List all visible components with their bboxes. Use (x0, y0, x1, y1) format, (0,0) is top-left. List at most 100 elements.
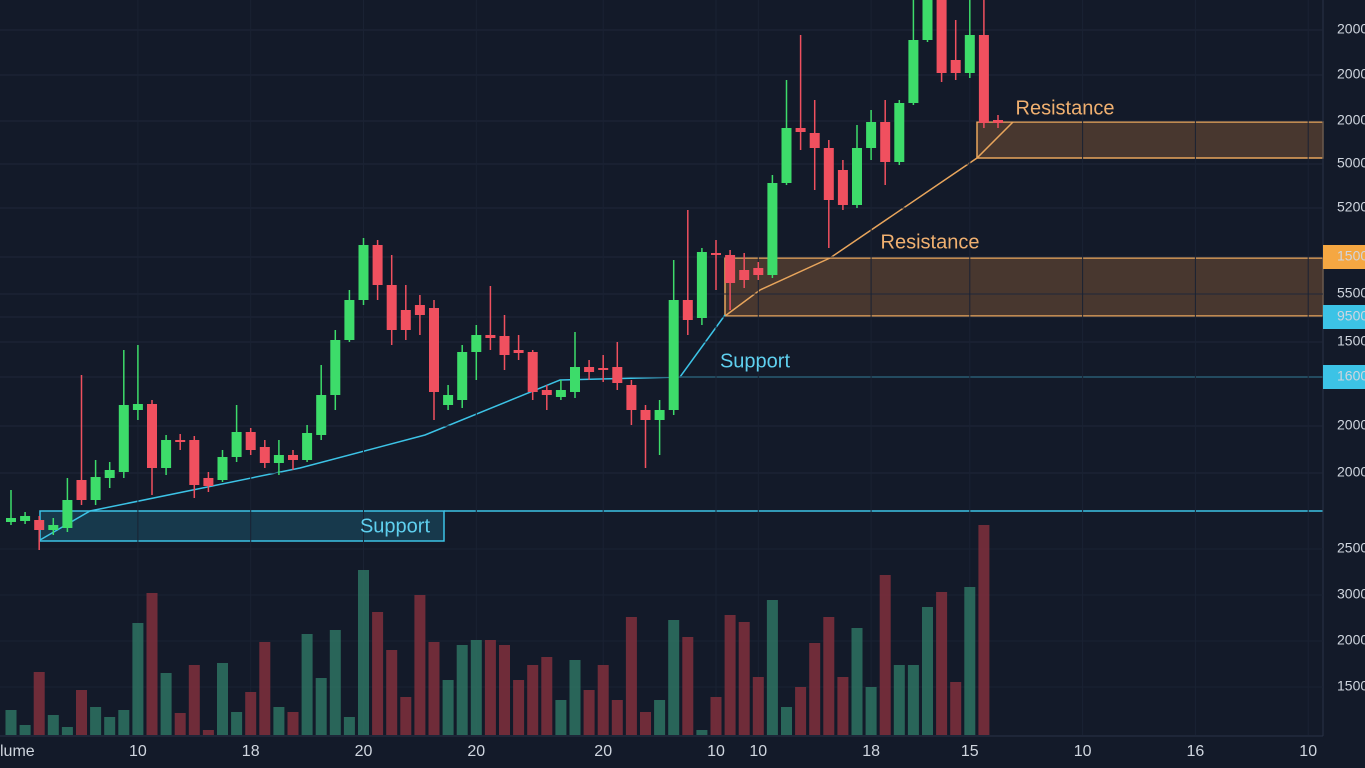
x-tick-label: 10 (707, 743, 725, 760)
candle-body (414, 305, 425, 315)
y-tick-label: 2000 (1337, 66, 1365, 82)
volume-bar (217, 663, 228, 735)
candle-body (767, 183, 778, 275)
candle-body (429, 308, 439, 392)
volume-bar (273, 707, 285, 735)
candle-body (20, 516, 31, 521)
volume-bar (47, 715, 59, 735)
candle-body (302, 433, 313, 460)
candle-body (189, 440, 200, 485)
volume-bar (766, 600, 778, 735)
x-tick-label: 20 (467, 743, 485, 760)
candle-body (950, 60, 961, 73)
x-tick-label: 18 (242, 743, 260, 760)
candle-body (273, 455, 284, 463)
volume-bar (837, 677, 849, 735)
volume-bar (287, 712, 299, 735)
volume-bar (442, 680, 454, 735)
candle-body (668, 300, 679, 410)
volume-bar (583, 690, 595, 735)
candle-body (781, 128, 792, 183)
candle-body (48, 525, 59, 530)
candle-body (725, 255, 736, 283)
volume-bar (202, 730, 214, 735)
annotation: Support (360, 515, 430, 537)
volume-tick-label: 2500 (1337, 540, 1365, 556)
volume-bar (922, 607, 933, 735)
x-tick-label: 10 (749, 743, 767, 760)
candle-body (696, 252, 707, 318)
x-tick-label: 18 (862, 743, 880, 760)
volume-bar (174, 713, 186, 735)
volume-bar (259, 642, 271, 735)
candle-body (978, 35, 989, 123)
volume-bar (597, 665, 609, 735)
candle-body (443, 395, 454, 405)
y-tick-label: 2000 (1337, 464, 1365, 480)
volume-bar (484, 640, 496, 735)
y-tick-label: 2000 (1337, 417, 1365, 433)
candle-body (358, 245, 369, 300)
volume-bar (795, 687, 807, 735)
candle-body (147, 404, 157, 468)
candle-body (217, 457, 228, 480)
candle-body (555, 390, 566, 397)
candle-body (203, 478, 214, 486)
x-tick-label: 10 (129, 743, 147, 760)
volume-bar (470, 640, 482, 735)
candle-body (541, 390, 552, 395)
volume-bar (513, 680, 525, 735)
y-tick-label: 1500 (1337, 333, 1365, 349)
candle-body (936, 0, 947, 73)
x-tick-label: 20 (594, 743, 612, 760)
candle-body (640, 410, 651, 420)
candle-body (823, 148, 834, 200)
volume-bar (132, 623, 144, 735)
candle-body (372, 245, 383, 285)
volume-bar (301, 634, 313, 735)
tick-highlight (1323, 305, 1365, 329)
y-tick-label: 5500 (1337, 285, 1365, 301)
tick-highlight (1323, 365, 1365, 389)
volume-bar (19, 725, 31, 735)
candle-body (513, 350, 524, 353)
volume-bar (781, 707, 792, 735)
candle-body (76, 480, 87, 500)
volume-bar (315, 678, 327, 735)
y-tick-label: 1500 (1337, 248, 1365, 264)
candle-body (880, 122, 891, 162)
volume-bar (809, 643, 821, 735)
volume-bar (414, 595, 426, 735)
candle-body (118, 405, 129, 472)
candle-body (753, 268, 764, 275)
annotation: Support (720, 350, 790, 372)
volume-bar (710, 697, 722, 735)
candle-body (922, 0, 933, 40)
volume-bar (964, 587, 976, 735)
volume-bar (907, 665, 919, 735)
overlays (0, 0, 1324, 737)
volume-bar (245, 692, 257, 735)
volume-bar (654, 700, 666, 735)
candle-body (499, 336, 510, 355)
volume-bar (499, 645, 510, 735)
candle-body (866, 122, 877, 148)
volume-bar (104, 717, 116, 735)
volume-bar (231, 712, 243, 735)
candle-body (894, 103, 905, 162)
volume-bar (76, 690, 87, 735)
volume-bar (569, 660, 581, 735)
volume-bar (696, 730, 708, 735)
candle-body (584, 367, 595, 372)
y-tick-label: 5000 (1337, 155, 1365, 171)
volume-bar (555, 700, 567, 735)
volume-bar (372, 612, 384, 735)
volume-bar (611, 700, 623, 735)
volume-bar (625, 617, 637, 735)
candle-body (90, 477, 101, 500)
volume-bar (90, 707, 102, 735)
candle-body (330, 340, 341, 395)
resistance-zone (724, 257, 1324, 317)
